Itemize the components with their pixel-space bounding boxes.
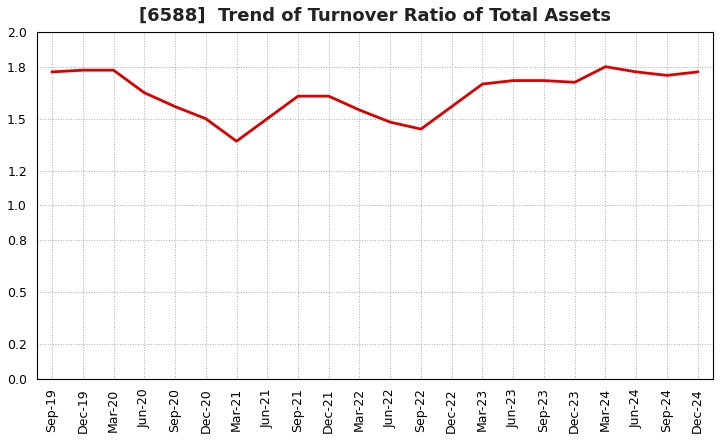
Title: [6588]  Trend of Turnover Ratio of Total Assets: [6588] Trend of Turnover Ratio of Total … <box>139 7 611 25</box>
